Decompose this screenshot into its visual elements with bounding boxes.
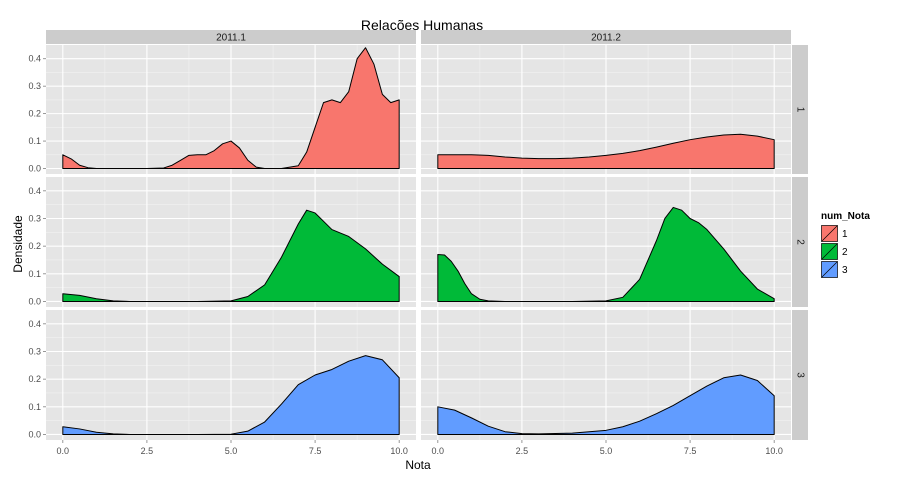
density-area-2-2011.1	[62, 209, 400, 302]
legend-key-slash	[821, 225, 838, 242]
legend-label: 3	[842, 265, 848, 276]
legend-entry-1: 1	[820, 224, 848, 243]
strip-col-2011.1: 2011.1	[46, 30, 416, 44]
legend-entry-2: 2	[820, 242, 848, 261]
y-tick-label: 0.4	[28, 186, 41, 196]
strip-label: 2	[794, 239, 805, 245]
legend-title: num_Nota	[821, 211, 870, 222]
strip-background	[46, 30, 416, 44]
legend: num_Nota 1 2 3	[820, 211, 870, 279]
y-tick-label: 0.1	[28, 269, 41, 279]
x-tick-label: 2.5	[141, 446, 154, 456]
y-tick-label: 0.4	[28, 54, 41, 64]
y-tick-label: 0.4	[28, 319, 41, 329]
legend-entry-3: 3	[820, 260, 848, 279]
x-tick-label: 2.5	[516, 446, 529, 456]
legend-key-slash	[821, 243, 838, 260]
density-area-3-2011.1	[62, 355, 400, 435]
facet-panels	[46, 45, 791, 440]
x-tick-label: 10.0	[390, 446, 408, 456]
chart-title: Relações Humanas	[361, 17, 483, 33]
facet-strips: 2011.1 2011.2 1 2 3	[46, 30, 808, 440]
x-tick-label: 10.0	[765, 446, 783, 456]
y-tick-label: 0.1	[28, 402, 41, 412]
strip-label: 2011.2	[591, 33, 621, 44]
x-tick-label: 0.0	[432, 446, 445, 456]
x-tick-label: 0.0	[57, 446, 70, 456]
y-tick-label: 0.3	[28, 346, 41, 356]
density-area-2-2011.2	[437, 206, 775, 302]
strip-label: 1	[794, 107, 805, 113]
density-area-1-2011.1	[62, 47, 400, 170]
strip-background	[792, 177, 808, 307]
strip-label: 2011.1	[216, 33, 246, 44]
x-tick-label: 7.5	[684, 446, 697, 456]
y-tick-label: 0.0	[28, 164, 41, 174]
strip-row-1: 1	[792, 45, 808, 174]
panel-2-2011.2	[421, 177, 791, 307]
y-tick-label: 0.2	[28, 241, 41, 251]
strip-col-2011.2: 2011.2	[421, 30, 791, 44]
axes: 0.0 0.1 0.2 0.3 0.4 0.0 0.1 0.2 0.3 0.4 0.0 0.1 0.2 0…	[28, 54, 782, 456]
strip-row-3: 3	[792, 310, 808, 440]
legend-label: 2	[842, 247, 848, 258]
x-tick-label: 7.5	[309, 446, 322, 456]
y-tick-label: 0.0	[28, 429, 41, 439]
density-area-3-2011.2	[437, 374, 775, 435]
y-tick-label: 0.3	[28, 213, 41, 223]
strip-row-2: 2	[792, 177, 808, 307]
x-tick-label: 5.0	[600, 446, 613, 456]
density-area-1-2011.2	[437, 133, 775, 170]
x-tick-label: 5.0	[225, 446, 238, 456]
y-tick-label: 0.2	[28, 374, 41, 384]
strip-background	[421, 30, 791, 44]
y-tick-label: 0.1	[28, 136, 41, 146]
legend-key-slash	[821, 261, 838, 278]
y-tick-label: 0.2	[28, 109, 41, 119]
strip-label: 3	[794, 372, 805, 378]
y-tick-label: 0.0	[28, 296, 41, 306]
strip-background	[792, 310, 808, 440]
y-axis-title: Densidade	[11, 215, 25, 273]
y-tick-label: 0.3	[28, 81, 41, 91]
legend-label: 1	[842, 229, 848, 240]
strip-background	[792, 45, 808, 174]
x-axis-title: Nota	[405, 458, 431, 472]
